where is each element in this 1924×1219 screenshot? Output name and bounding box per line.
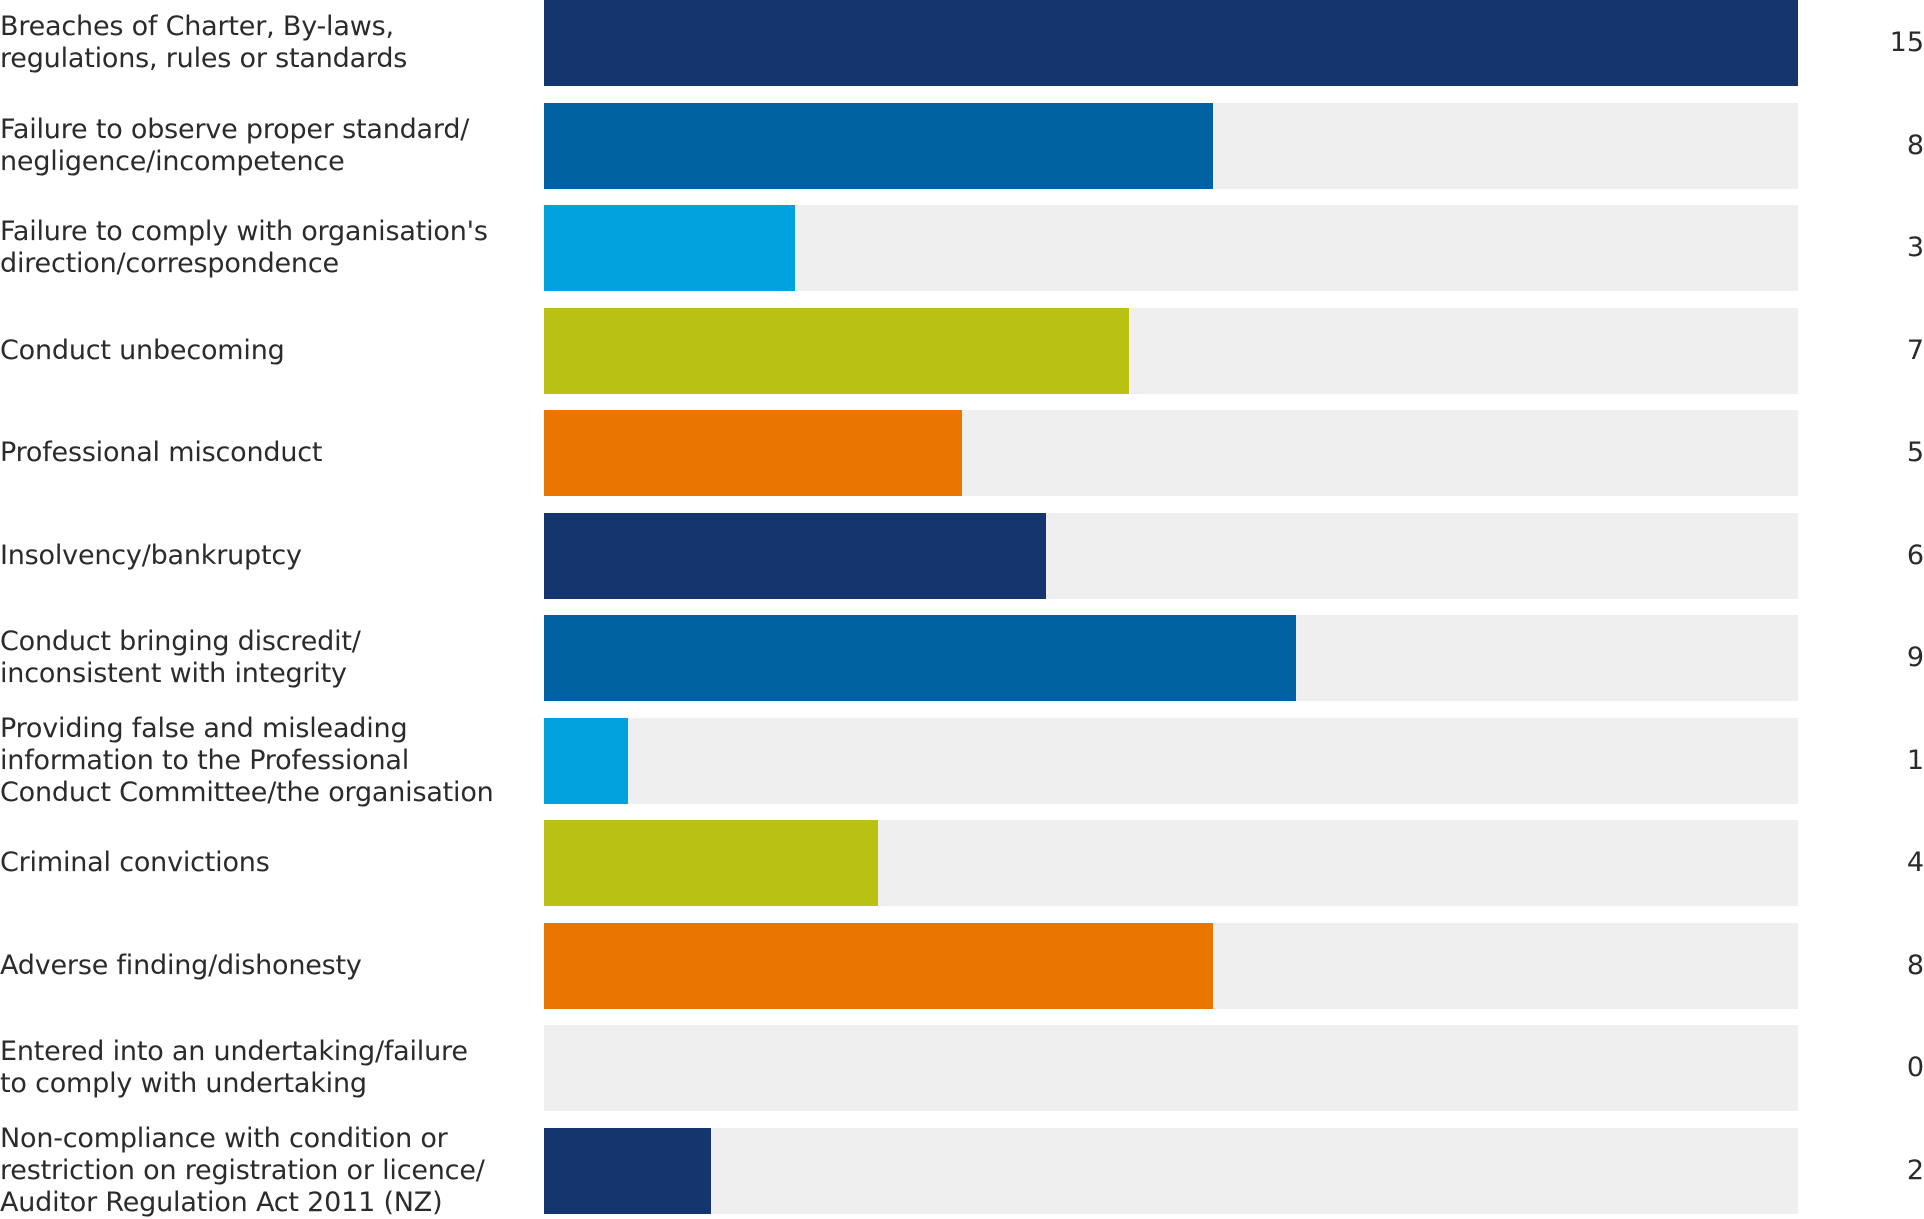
category-label-text: Criminal convictions (0, 847, 270, 878)
bar (544, 307, 1130, 394)
value-label: 8 (1906, 129, 1924, 161)
value-label: 2 (1906, 1154, 1924, 1186)
bar (544, 410, 962, 496)
category-label: Adverse finding/dishonesty (0, 923, 520, 1009)
category-label: Conduct unbecoming (0, 308, 520, 394)
bar-track (544, 0, 1798, 86)
bar (544, 0, 1798, 86)
category-label-text: Non-compliance with condition or restric… (0, 1122, 485, 1218)
bar-row: Professional misconduct 5 (0, 410, 1924, 496)
category-label: Conduct bringing discredit/ inconsistent… (0, 615, 520, 701)
category-label-text: Providing false and misleading informati… (0, 712, 494, 808)
bar (544, 1127, 712, 1214)
value-label: 1 (1906, 744, 1924, 776)
category-label-text: Failure to comply with organisation's di… (0, 216, 488, 279)
category-label-text: Insolvency/bankruptcy (0, 539, 302, 571)
bar-row: Conduct unbecoming 7 (0, 307, 1924, 394)
bar-row: Failure to comply with organisation's di… (0, 205, 1924, 291)
category-label: Criminal convictions (0, 820, 520, 906)
bar (544, 922, 1213, 1009)
bar-track (544, 102, 1798, 189)
value-label: 9 (1906, 642, 1924, 673)
bar-row: Entered into an undertaking/failure to c… (0, 1025, 1924, 1111)
bar-track (544, 820, 1798, 906)
category-label: Failure to observe proper standard/ negl… (0, 103, 520, 189)
category-label: Entered into an undertaking/failure to c… (0, 1025, 520, 1111)
category-label-text: Entered into an undertaking/failure to c… (0, 1036, 468, 1099)
value-label: 7 (1906, 334, 1924, 366)
value-label: 6 (1906, 539, 1924, 571)
category-label-text: Adverse finding/dishonesty (0, 949, 362, 981)
bar-row: Non-compliance with condition or restric… (0, 1123, 1924, 1218)
bar (544, 717, 628, 804)
bar-track (544, 512, 1798, 599)
category-label: Non-compliance with condition or restric… (0, 1123, 520, 1218)
category-label-text: Breaches of Charter, By-laws, regulation… (0, 11, 408, 74)
bar-row: Breaches of Charter, By-laws, regulation… (0, 0, 1924, 86)
value-label: 8 (1906, 949, 1924, 981)
category-label: Breaches of Charter, By-laws, regulation… (0, 0, 520, 86)
category-label-text: Professional misconduct (0, 437, 323, 468)
value-label: 0 (1906, 1052, 1924, 1083)
category-label: Insolvency/bankruptcy (0, 513, 520, 599)
bar-row: Criminal convictions 4 (0, 820, 1924, 906)
bar-track (544, 717, 1798, 804)
category-label-text: Conduct unbecoming (0, 334, 285, 366)
bar-track (544, 1127, 1798, 1214)
bar-track (544, 1025, 1798, 1111)
bar (544, 205, 795, 291)
bar-row: Insolvency/bankruptcy 6 (0, 512, 1924, 599)
category-label: Failure to comply with organisation's di… (0, 205, 520, 291)
bar-track (544, 615, 1798, 701)
value-label: 5 (1906, 437, 1924, 468)
value-label: 3 (1906, 232, 1924, 263)
bar-row: Providing false and misleading informati… (0, 713, 1924, 808)
bar (544, 102, 1213, 189)
bar-track (544, 205, 1798, 291)
bar-track (544, 410, 1798, 496)
bar (544, 820, 879, 906)
bar-row: Conduct bringing discredit/ inconsistent… (0, 615, 1924, 701)
category-label-text: Conduct bringing discredit/ inconsistent… (0, 626, 361, 689)
bar-row: Adverse finding/dishonesty 8 (0, 922, 1924, 1009)
category-label: Professional misconduct (0, 410, 520, 496)
bar-track (544, 922, 1798, 1009)
category-label-text: Failure to observe proper standard/ negl… (0, 113, 470, 177)
bar (544, 512, 1046, 599)
value-label: 15 (1889, 27, 1924, 58)
value-label: 4 (1906, 847, 1924, 878)
bar (544, 615, 1297, 701)
category-label: Providing false and misleading informati… (0, 713, 520, 808)
bar-track (544, 307, 1798, 394)
bar-row: Failure to observe proper standard/ negl… (0, 102, 1924, 189)
